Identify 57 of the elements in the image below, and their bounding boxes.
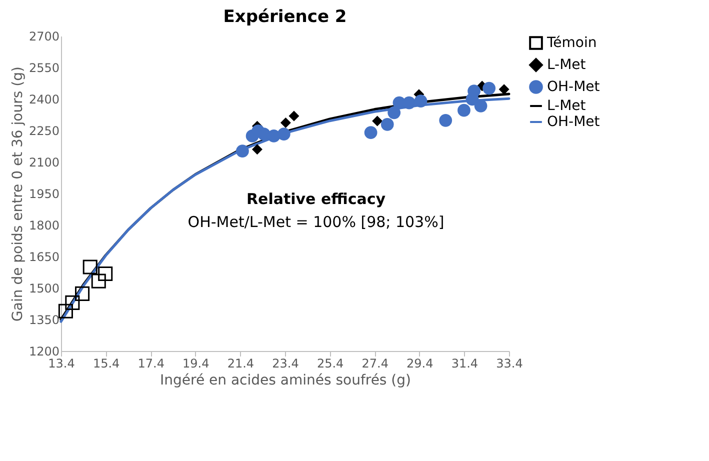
x-tick-label: 19.4 bbox=[182, 356, 210, 370]
point bbox=[280, 118, 291, 128]
y-tick-label: 2250 bbox=[28, 124, 60, 138]
point bbox=[75, 286, 90, 301]
annotation: OH-Met/L-Met = 100% [98; 103%] bbox=[188, 213, 444, 231]
legend-label: L-Met bbox=[547, 98, 586, 114]
legend-label: OH-Met bbox=[547, 114, 600, 130]
y-tick-label: 1200 bbox=[28, 344, 60, 358]
x-tick-label: 25.4 bbox=[316, 356, 344, 370]
x-tick-label: 17.4 bbox=[138, 356, 164, 370]
annotation: Relative efficacy bbox=[246, 190, 386, 208]
y-tick-label: 1500 bbox=[28, 282, 60, 296]
point bbox=[91, 274, 106, 288]
y-tick-label: 2100 bbox=[28, 156, 60, 170]
point bbox=[98, 266, 113, 281]
chart-title: Expérience 2 bbox=[223, 7, 347, 27]
point bbox=[267, 130, 280, 142]
point bbox=[388, 106, 401, 120]
point bbox=[458, 104, 470, 117]
y-axis-title: Gain de poids entre 0 et 36 jours (g) bbox=[10, 66, 26, 322]
x-tick-label: 21.4 bbox=[227, 356, 254, 370]
point bbox=[402, 96, 416, 110]
point bbox=[414, 94, 428, 108]
x-tick-label: 31.4 bbox=[451, 356, 478, 370]
point bbox=[277, 128, 290, 141]
legend-label: L-Met bbox=[547, 57, 586, 73]
x-tick-label: 29.4 bbox=[406, 356, 434, 370]
point bbox=[380, 118, 394, 131]
x-tick-label: 13.4 bbox=[48, 356, 75, 370]
y-tick-label: 2550 bbox=[28, 61, 60, 75]
legend-label: OH-Met bbox=[547, 79, 600, 95]
point bbox=[82, 260, 98, 274]
y-tick-label: 1650 bbox=[28, 250, 60, 264]
point bbox=[439, 114, 452, 127]
y-tick-label: 2700 bbox=[28, 30, 60, 44]
point bbox=[236, 144, 249, 158]
x-axis-title: Ingéré en acides aminés soufrés (g) bbox=[160, 372, 411, 388]
point bbox=[499, 84, 510, 94]
x-tick-label: 15.4 bbox=[92, 356, 120, 370]
point bbox=[372, 116, 382, 126]
point bbox=[474, 99, 488, 112]
point bbox=[65, 295, 80, 310]
point bbox=[364, 126, 378, 140]
point bbox=[252, 144, 262, 154]
y-tick-label: 1350 bbox=[28, 313, 60, 327]
legend-label: Témoin bbox=[546, 35, 597, 51]
point bbox=[289, 111, 299, 121]
y-tick-label: 1950 bbox=[28, 187, 60, 201]
x-tick-label: 23.4 bbox=[272, 356, 299, 370]
point bbox=[257, 128, 270, 141]
y-tick-label: 2400 bbox=[28, 92, 60, 106]
x-tick-label: 27.4 bbox=[362, 356, 388, 370]
point bbox=[482, 82, 496, 95]
x-tick-label: 33.4 bbox=[496, 356, 523, 370]
point bbox=[468, 84, 481, 98]
y-tick-label: 1800 bbox=[28, 218, 60, 232]
point bbox=[58, 304, 73, 318]
